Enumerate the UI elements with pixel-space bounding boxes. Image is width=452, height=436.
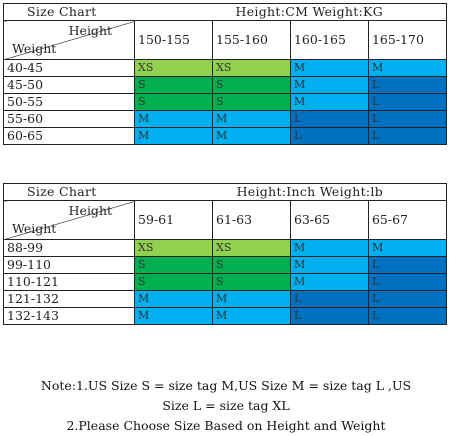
table-row: 40-45 XS XS M M — [2, 59, 448, 77]
table-row: 99-110 S S M L — [2, 256, 448, 274]
height-column-header: 65-67 — [367, 200, 448, 240]
height-column-header: 160-165 — [289, 20, 369, 60]
note-line: Size L = size tag XL — [162, 398, 290, 413]
size-cell: S — [212, 93, 291, 111]
size-cell: M — [289, 273, 369, 291]
corner-header-cell: Height Weight — [2, 20, 136, 60]
size-cell: M — [212, 110, 291, 128]
corner-height-label: Height — [68, 203, 113, 218]
size-cell: XS — [134, 239, 213, 257]
table-title-cell: Size Chart Height:CM Weight:KG — [3, 3, 447, 21]
height-column-header: 155-160 — [212, 20, 291, 60]
size-cell: M — [134, 110, 213, 128]
weight-range-cell: 99-110 — [2, 256, 136, 274]
size-chart-inch-table: Size Chart Height:Inch Weight:lb Height … — [2, 183, 448, 325]
size-cell: S — [134, 76, 213, 94]
table-header-row: Height Weight 150-155 155-160 160-165 16… — [2, 20, 448, 60]
table-title: Size Chart — [27, 184, 97, 200]
size-cell: M — [367, 239, 448, 257]
size-cell: XS — [134, 59, 213, 77]
weight-range-cell: 121-132 — [2, 290, 136, 308]
height-column-header: 150-155 — [134, 20, 213, 60]
weight-range-cell: 60-65 — [2, 127, 136, 145]
size-cell: M — [289, 59, 369, 77]
size-cell: S — [134, 256, 213, 274]
table-title: Size Chart — [27, 4, 97, 20]
corner-weight-label: Weight — [12, 221, 57, 236]
size-cell: M — [134, 127, 213, 145]
weight-range-cell: 88-99 — [2, 239, 136, 257]
height-column-header: 59-61 — [134, 200, 213, 240]
table-row: 45-50 S S M L — [2, 76, 448, 94]
size-cell: L — [289, 307, 369, 325]
height-column-header: 61-63 — [212, 200, 291, 240]
size-cell: L — [367, 290, 448, 308]
table-title-row: Size Chart Height:Inch Weight:lb — [3, 183, 447, 201]
note-line: Note:1.US Size S = size tag M,US Size M … — [40, 378, 412, 393]
size-cell: L — [367, 307, 448, 325]
size-chart-cm-table: Size Chart Height:CM Weight:KG Height We… — [2, 3, 448, 145]
table-row: 132-143 M M L L — [2, 307, 448, 325]
weight-range-cell: 40-45 — [2, 59, 136, 77]
size-cell: M — [212, 307, 291, 325]
size-cell: S — [134, 93, 213, 111]
size-cell: XS — [212, 239, 291, 257]
table-row: 88-99 XS XS M M — [2, 239, 448, 257]
table-title-cell: Size Chart Height:Inch Weight:lb — [3, 183, 447, 201]
corner-height-label: Height — [68, 23, 113, 38]
size-cell: XS — [212, 59, 291, 77]
weight-range-cell: 50-55 — [2, 93, 136, 111]
weight-range-cell: 45-50 — [2, 76, 136, 94]
size-cell: M — [289, 93, 369, 111]
size-cell: M — [289, 76, 369, 94]
table-row: 50-55 S S M L — [2, 93, 448, 111]
table-row: 55-60 M M L L — [2, 110, 448, 128]
height-column-header: 63-65 — [289, 200, 369, 240]
note-line: 2.Please Choose Size Based on Height and… — [66, 418, 386, 433]
size-cell: M — [134, 290, 213, 308]
size-cell: S — [212, 256, 291, 274]
size-cell: M — [289, 256, 369, 274]
size-cell: M — [212, 290, 291, 308]
size-cell: L — [367, 76, 448, 94]
size-cell: L — [367, 93, 448, 111]
table-title-row: Size Chart Height:CM Weight:KG — [3, 3, 447, 21]
size-cell: L — [289, 127, 369, 145]
size-cell: S — [134, 273, 213, 291]
height-column-header: 165-170 — [367, 20, 448, 60]
size-cell: M — [134, 307, 213, 325]
size-cell: L — [367, 273, 448, 291]
table-units: Height:Inch Weight:lb — [236, 184, 383, 200]
corner-weight-label: Weight — [12, 41, 57, 56]
weight-range-cell: 55-60 — [2, 110, 136, 128]
size-note: Note:1.US Size S = size tag M,US Size M … — [0, 376, 452, 436]
weight-range-cell: 110-121 — [2, 273, 136, 291]
corner-header-cell: Height Weight — [2, 200, 136, 240]
table-row: 121-132 M M L L — [2, 290, 448, 308]
size-cell: M — [212, 127, 291, 145]
size-cell: M — [367, 59, 448, 77]
size-cell: M — [289, 239, 369, 257]
size-cell: L — [367, 127, 448, 145]
weight-range-cell: 132-143 — [2, 307, 136, 325]
table-header-row: Height Weight 59-61 61-63 63-65 65-67 — [2, 200, 448, 240]
size-cell: S — [212, 273, 291, 291]
table-row: 110-121 S S M L — [2, 273, 448, 291]
size-cell: L — [367, 256, 448, 274]
size-cell: L — [289, 290, 369, 308]
size-cell: L — [367, 110, 448, 128]
size-cell: L — [289, 110, 369, 128]
table-units: Height:CM Weight:KG — [235, 4, 383, 20]
size-cell: S — [212, 76, 291, 94]
table-row: 60-65 M M L L — [2, 127, 448, 145]
